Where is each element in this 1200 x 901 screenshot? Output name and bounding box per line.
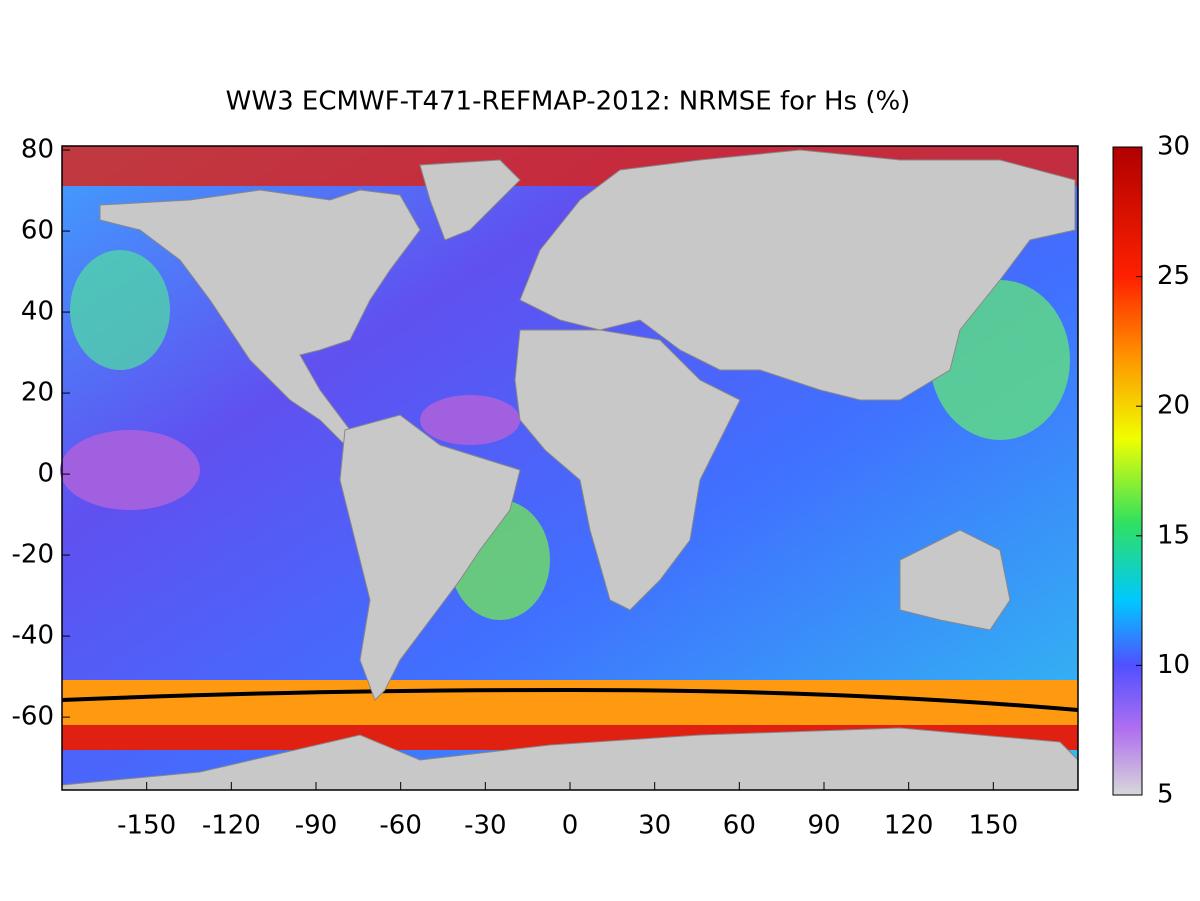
mid-error-patch bbox=[70, 250, 170, 370]
colorbar-tick-label: 5 bbox=[1157, 780, 1174, 810]
land bbox=[514, 329, 741, 611]
y-tick-label: -60 bbox=[12, 702, 54, 732]
x-tick-label: -90 bbox=[295, 811, 337, 841]
map-field bbox=[60, 146, 1079, 791]
contour bbox=[61, 687, 1079, 712]
land bbox=[519, 149, 1076, 401]
colorbar-tick-label: 30 bbox=[1157, 132, 1190, 162]
x-tick-label: 60 bbox=[723, 811, 756, 841]
x-tick-label: 150 bbox=[969, 811, 1019, 841]
y-tick-label: -40 bbox=[12, 621, 54, 651]
x-tick-label: -60 bbox=[379, 811, 421, 841]
colorbar-tick-label: 20 bbox=[1157, 391, 1190, 421]
colorbar bbox=[1112, 146, 1143, 796]
colorbar-tick-label: 25 bbox=[1157, 261, 1190, 291]
y-tick-label: 80 bbox=[21, 135, 54, 165]
low-error-patch bbox=[60, 430, 200, 510]
low-error-patch bbox=[420, 395, 520, 445]
x-tick-label: -30 bbox=[464, 811, 506, 841]
colorbar-tick-label: 10 bbox=[1157, 650, 1190, 680]
land bbox=[339, 414, 521, 701]
land bbox=[99, 189, 421, 446]
land bbox=[899, 529, 1011, 631]
chart-title: WW3 ECMWF-T471-REFMAP-2012: NRMSE for Hs… bbox=[226, 87, 911, 117]
x-tick-label: 0 bbox=[562, 811, 579, 841]
y-tick-label: 0 bbox=[37, 459, 54, 489]
y-tick-label: 20 bbox=[21, 378, 54, 408]
y-tick-label: 60 bbox=[21, 216, 54, 246]
x-tick-label: 90 bbox=[807, 811, 840, 841]
colorbar-tick-label: 15 bbox=[1157, 520, 1190, 550]
x-tick-label: 30 bbox=[638, 811, 671, 841]
y-tick-label: -20 bbox=[12, 540, 54, 570]
x-tick-label: 120 bbox=[884, 811, 934, 841]
x-tick-label: -150 bbox=[117, 811, 176, 841]
y-tick-label: 40 bbox=[21, 297, 54, 327]
x-tick-label: -120 bbox=[202, 811, 261, 841]
land bbox=[419, 159, 521, 241]
